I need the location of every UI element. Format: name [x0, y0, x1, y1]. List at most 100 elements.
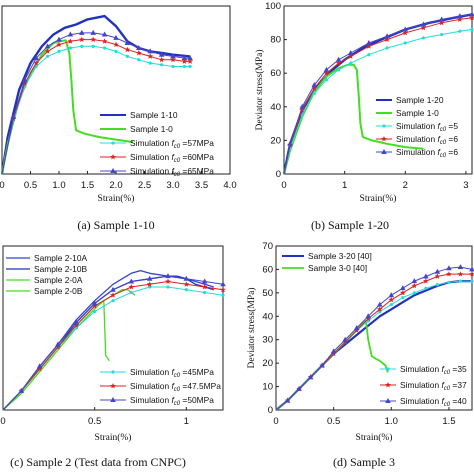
data-point — [438, 16, 445, 22]
data-point — [469, 11, 474, 17]
data-point — [183, 275, 190, 281]
data-point — [299, 103, 305, 109]
data-point — [400, 285, 406, 291]
x-tick-label: 0 — [273, 416, 278, 427]
data-point — [457, 271, 464, 277]
x-tick-label: 0 — [0, 180, 5, 191]
data-point — [342, 339, 348, 345]
data-point — [412, 291, 416, 295]
data-point — [79, 29, 85, 35]
data-point — [73, 322, 80, 328]
data-point — [67, 31, 74, 37]
data-point — [160, 63, 164, 67]
data-point — [440, 32, 444, 37]
data-point — [400, 289, 406, 296]
data-point — [420, 24, 427, 31]
series-line — [1, 45, 191, 175]
data-point — [296, 385, 302, 391]
data-point — [101, 31, 108, 37]
data-point — [137, 58, 141, 62]
x-tick-label: 0.5 — [88, 416, 101, 427]
data-point — [171, 64, 175, 69]
data-point — [18, 387, 25, 393]
data-point — [124, 39, 131, 45]
data-point — [147, 53, 154, 59]
data-point — [389, 302, 393, 307]
data-point — [166, 285, 170, 289]
data-point — [401, 295, 405, 300]
data-point — [91, 300, 98, 306]
data-point — [458, 279, 463, 283]
data-point — [55, 341, 61, 347]
x-tick-label: 1.0 — [385, 416, 398, 427]
data-point — [324, 78, 329, 82]
data-point — [78, 36, 85, 42]
data-point — [201, 284, 208, 290]
data-point — [158, 51, 165, 57]
data-point — [146, 275, 153, 281]
data-point — [342, 336, 348, 342]
data-point — [125, 54, 129, 59]
plot-frame — [283, 5, 473, 175]
data-point — [434, 268, 441, 274]
data-point — [446, 271, 452, 277]
data-point — [376, 306, 383, 312]
data-point — [201, 278, 208, 284]
data-point — [188, 64, 192, 69]
data-point — [128, 278, 135, 284]
y-tick-label: 80 — [270, 35, 281, 46]
data-point — [135, 50, 142, 56]
data-point — [470, 27, 474, 32]
legend-label: Simulation fc0 =5 — [396, 121, 458, 133]
legend-label: Simulation fc0 =40 — [400, 396, 467, 408]
legend-label: Simulation fc0 =50MPa — [130, 395, 214, 407]
data-point — [311, 85, 318, 91]
x-tick-label: 4.0 — [223, 180, 236, 191]
x-tick-label: 1 — [342, 180, 347, 191]
legend-label: Sample 2-10A — [34, 253, 87, 263]
data-point — [421, 36, 426, 40]
data-point — [124, 46, 131, 53]
data-point — [91, 44, 95, 48]
data-point — [469, 271, 474, 277]
data-point — [469, 266, 474, 272]
data-point — [470, 279, 474, 283]
legend-label: Simulation fc0 =65MPa — [130, 166, 214, 178]
x-tick-label: 1.5 — [442, 416, 455, 427]
data-point — [34, 64, 38, 69]
data-point — [335, 56, 342, 62]
data-point — [129, 290, 133, 295]
data-point — [90, 36, 97, 42]
data-point — [284, 397, 291, 403]
legend-marker — [111, 141, 115, 145]
data-point — [307, 374, 314, 380]
data-point — [367, 53, 371, 57]
legend-marker — [111, 370, 115, 374]
data-point — [388, 292, 395, 298]
data-point — [36, 366, 43, 372]
x-tick-label: 0 — [281, 180, 286, 191]
x-tick-label: 3 — [463, 180, 468, 191]
x-tick-label: 3.5 — [195, 180, 208, 191]
x-axis-label: Strain(%) — [360, 193, 397, 204]
panel-caption: (c) Sample 2 (Test data from CNPC) — [10, 455, 186, 469]
data-point — [457, 16, 463, 22]
data-point — [147, 48, 153, 54]
series-line — [1, 32, 191, 175]
y-tick-label: 50 — [262, 288, 273, 299]
series-line — [283, 13, 473, 175]
data-point — [300, 113, 304, 117]
y-tick-label: 100 — [265, 1, 281, 12]
legend-label: Sample 1-10 — [130, 110, 178, 120]
data-point — [90, 29, 96, 35]
legend-label: Simulation fc0 =35 — [400, 364, 467, 376]
data-point — [349, 61, 353, 65]
data-point — [68, 46, 72, 50]
data-point — [46, 54, 50, 59]
x-axis-label: Strain(%) — [95, 432, 132, 443]
data-point — [319, 362, 325, 368]
data-point — [56, 36, 62, 42]
series-line — [283, 29, 473, 175]
legend-marker — [110, 154, 116, 160]
